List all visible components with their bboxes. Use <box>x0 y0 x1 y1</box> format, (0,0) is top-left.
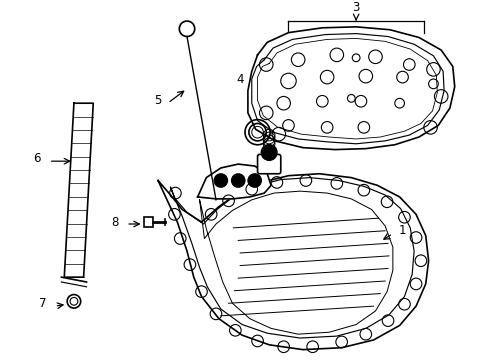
Text: 6: 6 <box>33 152 41 165</box>
Circle shape <box>217 177 225 184</box>
Text: 4: 4 <box>236 72 244 86</box>
Text: 5: 5 <box>154 94 162 107</box>
Polygon shape <box>248 27 455 150</box>
Text: 8: 8 <box>111 216 118 229</box>
Circle shape <box>264 148 274 157</box>
Polygon shape <box>158 174 429 350</box>
Circle shape <box>251 177 259 184</box>
FancyBboxPatch shape <box>258 154 281 174</box>
FancyBboxPatch shape <box>144 217 153 227</box>
Polygon shape <box>197 164 271 199</box>
Text: 1: 1 <box>399 224 406 237</box>
Text: 7: 7 <box>39 297 47 310</box>
Circle shape <box>214 174 227 187</box>
Text: 3: 3 <box>352 1 360 14</box>
Circle shape <box>248 174 262 187</box>
Polygon shape <box>64 103 93 277</box>
Circle shape <box>231 174 245 187</box>
Circle shape <box>262 145 277 160</box>
Circle shape <box>234 177 242 184</box>
Text: 2: 2 <box>266 129 273 141</box>
